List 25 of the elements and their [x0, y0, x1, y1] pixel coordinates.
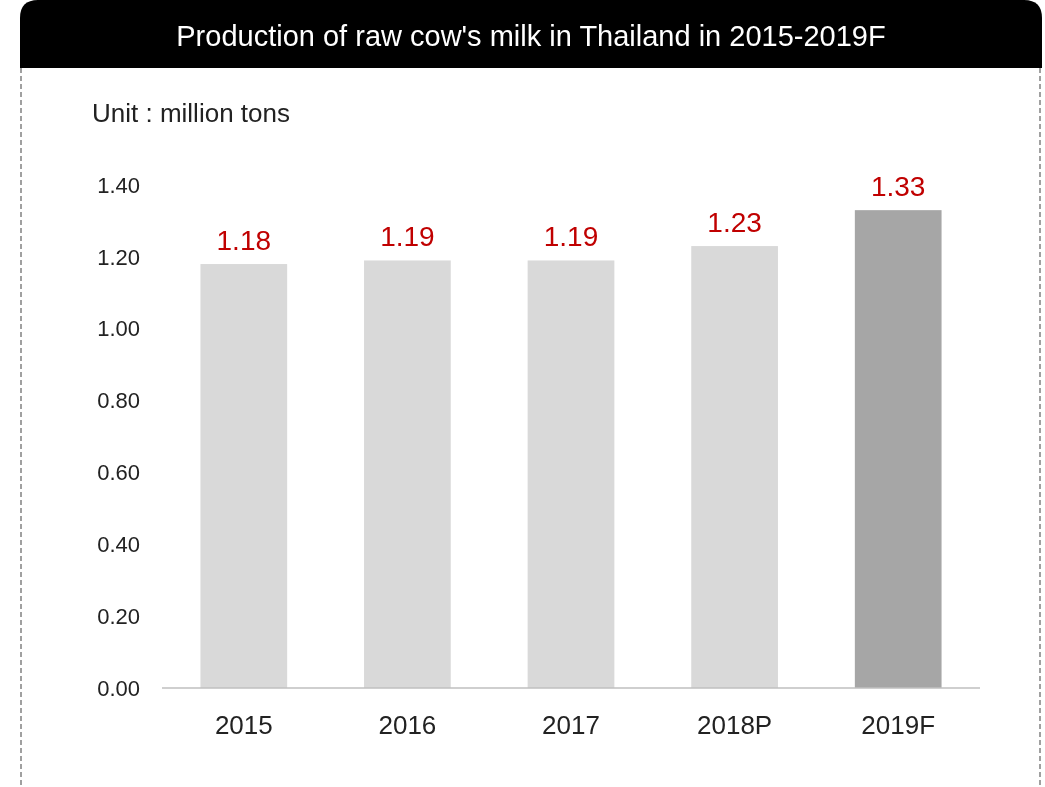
y-tick-label: 0.80 [97, 388, 140, 414]
x-tick-label: 2017 [542, 710, 600, 740]
y-tick-label: 1.40 [97, 172, 140, 198]
y-tick-label: 1.20 [97, 244, 140, 270]
bar [364, 260, 451, 688]
data-label: 1.18 [216, 225, 272, 257]
y-tick-label: 0.00 [97, 675, 140, 701]
bar [854, 210, 942, 688]
x-tick-label: 2018P [697, 710, 773, 740]
data-label: 1.33 [870, 171, 926, 203]
data-label: 1.23 [707, 207, 762, 239]
y-tick-label: 0.60 [97, 460, 140, 486]
chart-title: Production of raw cow's milk in Thailand in 2015-2019F [176, 20, 886, 52]
x-tick-label: 2019F [861, 710, 936, 740]
bar [200, 264, 288, 688]
data-label: 1.19 [543, 221, 599, 253]
data-label: 1.19 [380, 221, 435, 253]
x-tick-label: 2016 [378, 710, 437, 740]
y-tick-label: 1.00 [97, 316, 140, 342]
y-tick-label: 0.20 [97, 603, 140, 629]
y-axis-title: Unit : million tons [92, 98, 290, 128]
bar [527, 260, 615, 688]
bar [691, 246, 778, 688]
y-tick-label: 0.40 [97, 531, 140, 557]
x-tick-label: 2015 [214, 710, 273, 740]
